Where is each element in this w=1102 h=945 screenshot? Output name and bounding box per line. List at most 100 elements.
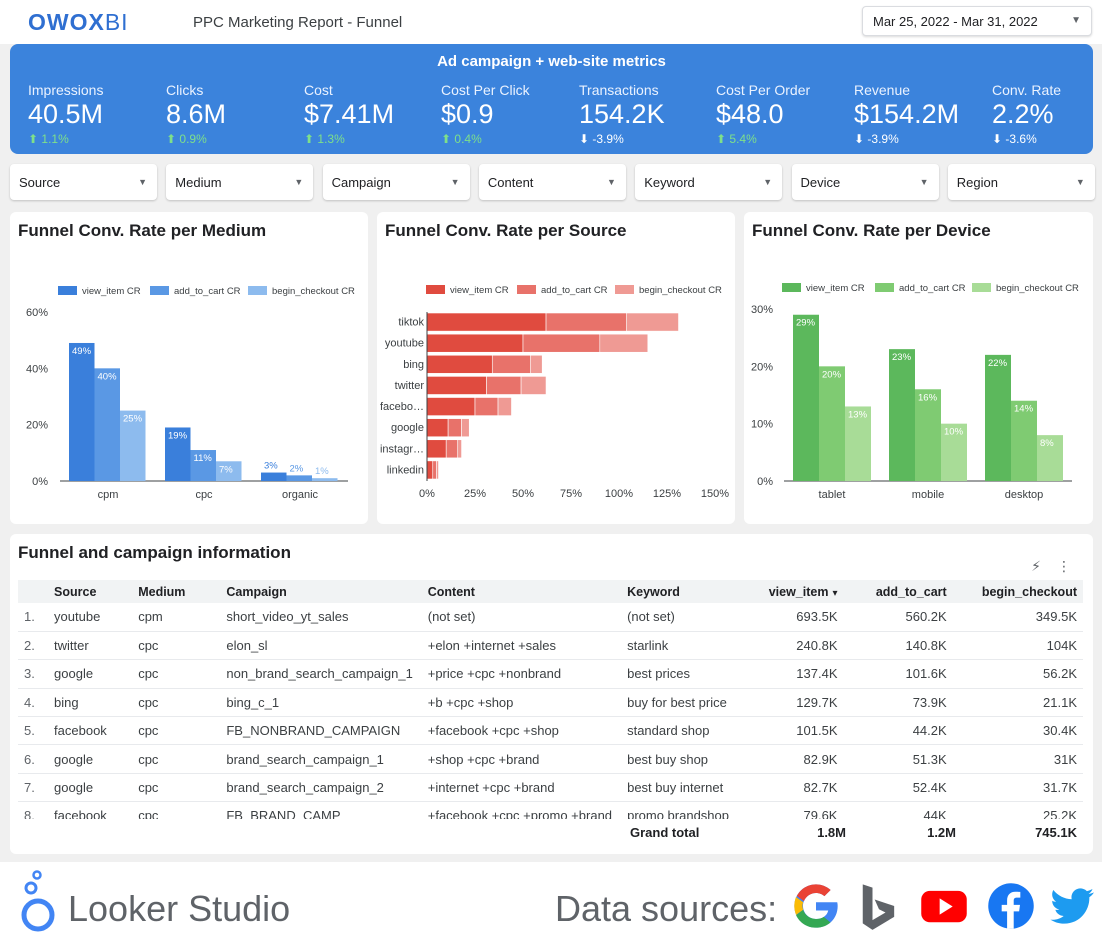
x-tick-label: tablet [819, 489, 846, 501]
x-tick-label: 125% [653, 488, 681, 500]
bar[interactable] [889, 349, 915, 481]
table-row[interactable]: 8. facebook cpc FB_BRAND_CAMP +facebook +cpc… [18, 801, 1083, 819]
table-row[interactable]: 2. twitter cpc elon_sl +elon +internet +sale… [18, 631, 1083, 661]
table-row[interactable]: 7. google cpc brand_search_campaign_2 +inter… [18, 773, 1083, 803]
col-index [18, 580, 49, 603]
filter-content[interactable]: Content ▼ [478, 164, 626, 200]
google-icon [794, 884, 838, 928]
table-scroll-area[interactable]: Source Medium Campaign Content Keyword view_i… [18, 580, 1083, 819]
col-header-campaign[interactable]: Campaign [220, 580, 422, 603]
bar-segment[interactable] [426, 312, 547, 332]
bar[interactable] [985, 354, 1011, 481]
kpi-clicks: Clicks 8.6M ⬆ 0.9% [166, 82, 301, 146]
col-header-begin-checkout[interactable]: begin_checkout [952, 580, 1083, 603]
bar-segment[interactable] [426, 397, 476, 416]
bar-segment[interactable] [426, 354, 493, 374]
bar-segment[interactable] [474, 397, 499, 416]
table-row[interactable]: 5. facebook cpc FB_NONBRAND_CAMPAIGN +facebo… [18, 716, 1083, 746]
bolt-icon[interactable]: ⚡ [1031, 558, 1041, 574]
bar-segment[interactable] [626, 312, 679, 332]
bar[interactable] [261, 472, 287, 481]
bar[interactable] [165, 427, 191, 481]
table-cell: FB_NONBRAND_CAMPAIGN [220, 716, 422, 746]
filter-campaign[interactable]: Campaign ▼ [322, 164, 470, 200]
bar[interactable] [1011, 400, 1037, 481]
bar-segment[interactable] [457, 439, 462, 459]
legend-label: add_to_cart CR [541, 285, 608, 296]
date-range-picker[interactable]: Mar 25, 2022 - Mar 31, 2022 ▼ [862, 6, 1092, 36]
bar[interactable] [94, 368, 121, 481]
bar[interactable] [312, 478, 338, 481]
bar-segment[interactable] [486, 376, 522, 395]
bar-segment[interactable] [426, 333, 524, 353]
bar[interactable] [1037, 435, 1063, 481]
bar[interactable] [286, 475, 313, 481]
filter-source[interactable]: Source ▼ [10, 164, 157, 200]
grand-total-row: Grand total 1.8M 1.2M 745.1K [18, 822, 1083, 844]
bar-segment[interactable] [436, 460, 439, 480]
bar-segment[interactable] [426, 418, 449, 438]
table-row[interactable]: 4. bing cpc bing_c_1 +b +cpc +shop buy for be… [18, 688, 1083, 718]
bar-segment[interactable] [522, 333, 601, 353]
bar[interactable] [941, 423, 967, 481]
bar-segment[interactable] [530, 354, 543, 374]
y-tick-label: facebo… [380, 401, 424, 413]
sort-desc-icon[interactable]: ▾ [832, 587, 838, 599]
bar[interactable] [793, 314, 819, 481]
x-tick-label: 75% [560, 488, 582, 500]
bar-segment[interactable] [426, 376, 487, 395]
table-cell: 44.2K [843, 716, 953, 746]
bar[interactable] [120, 410, 146, 481]
col-header-medium[interactable]: Medium [132, 580, 221, 603]
table-cell: 7. [18, 773, 49, 803]
table-cell: +price +cpc +nonbrand [421, 659, 622, 689]
table-cell: cpm [132, 603, 221, 632]
table-row[interactable]: 3. google cpc non_brand_search_campaign_1 +p… [18, 659, 1083, 689]
col-header-source[interactable]: Source [48, 580, 133, 603]
filter-device[interactable]: Device ▼ [791, 164, 939, 200]
x-tick-label: 0% [419, 488, 435, 500]
bar-segment[interactable] [426, 460, 434, 480]
table-cell: best buy shop [621, 744, 738, 774]
table-row[interactable]: 6. google cpc brand_search_campaign_1 +shop … [18, 744, 1083, 774]
data-label: 3% [264, 461, 278, 472]
bar-segment[interactable] [491, 354, 531, 374]
kpi-value: 154.2K [579, 99, 665, 129]
col-header-content[interactable]: Content [421, 580, 622, 603]
table-row[interactable]: 1. youtube cpm short_video_yt_sales (not set… [18, 603, 1083, 632]
bar-segment[interactable] [461, 418, 470, 438]
kpi-revenue: Revenue $154.2M ⬇ -3.9% [854, 82, 989, 146]
bar[interactable] [216, 461, 242, 481]
bar-segment[interactable] [447, 418, 462, 438]
legend-swatch [426, 285, 445, 294]
col-header-add-to-cart[interactable]: add_to_cart [843, 580, 953, 603]
more-vert-icon[interactable]: ⋮ [1057, 558, 1071, 574]
bar-segment[interactable] [497, 397, 512, 416]
table-cell: bing [48, 688, 133, 718]
bar-segment[interactable] [432, 460, 437, 480]
filter-medium[interactable]: Medium ▼ [166, 164, 314, 200]
data-label: 29% [796, 318, 816, 329]
legend-label: view_item CR [806, 283, 865, 294]
table-cell: 82.9K [737, 744, 844, 774]
x-tick-label: organic [282, 489, 319, 501]
bar[interactable] [190, 450, 217, 481]
bar-segment[interactable] [520, 376, 547, 395]
filter-label: Medium [175, 175, 222, 190]
bar[interactable] [69, 342, 95, 481]
kpi-summary-panel: Ad campaign + web-site metrics Impressio… [10, 44, 1093, 154]
bar[interactable] [819, 366, 845, 481]
looker-studio-icon [21, 870, 55, 932]
bar-segment[interactable] [445, 439, 459, 459]
bar-segment[interactable] [545, 312, 627, 332]
bar-segment[interactable] [599, 333, 649, 353]
bar[interactable] [845, 406, 871, 481]
filter-keyword[interactable]: Keyword ▼ [635, 164, 783, 200]
col-header-keyword[interactable]: Keyword [621, 580, 738, 603]
filter-region[interactable]: Region ▼ [947, 164, 1095, 200]
bar[interactable] [915, 389, 941, 481]
legend-item: view_item CR [782, 283, 865, 294]
data-label: 40% [98, 371, 118, 382]
bar-segment[interactable] [426, 439, 447, 459]
col-header-view-item[interactable]: view_item ▾ [737, 580, 844, 603]
